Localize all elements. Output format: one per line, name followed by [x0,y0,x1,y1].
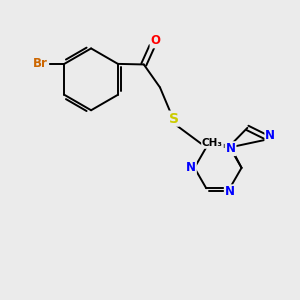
Text: N: N [225,185,235,198]
Text: O: O [151,34,160,47]
Text: N: N [266,129,275,142]
Text: N: N [186,161,196,174]
Text: Br: Br [33,57,48,70]
Text: N: N [226,142,236,155]
Text: S: S [169,112,179,126]
Text: CH₃: CH₃ [202,138,223,148]
